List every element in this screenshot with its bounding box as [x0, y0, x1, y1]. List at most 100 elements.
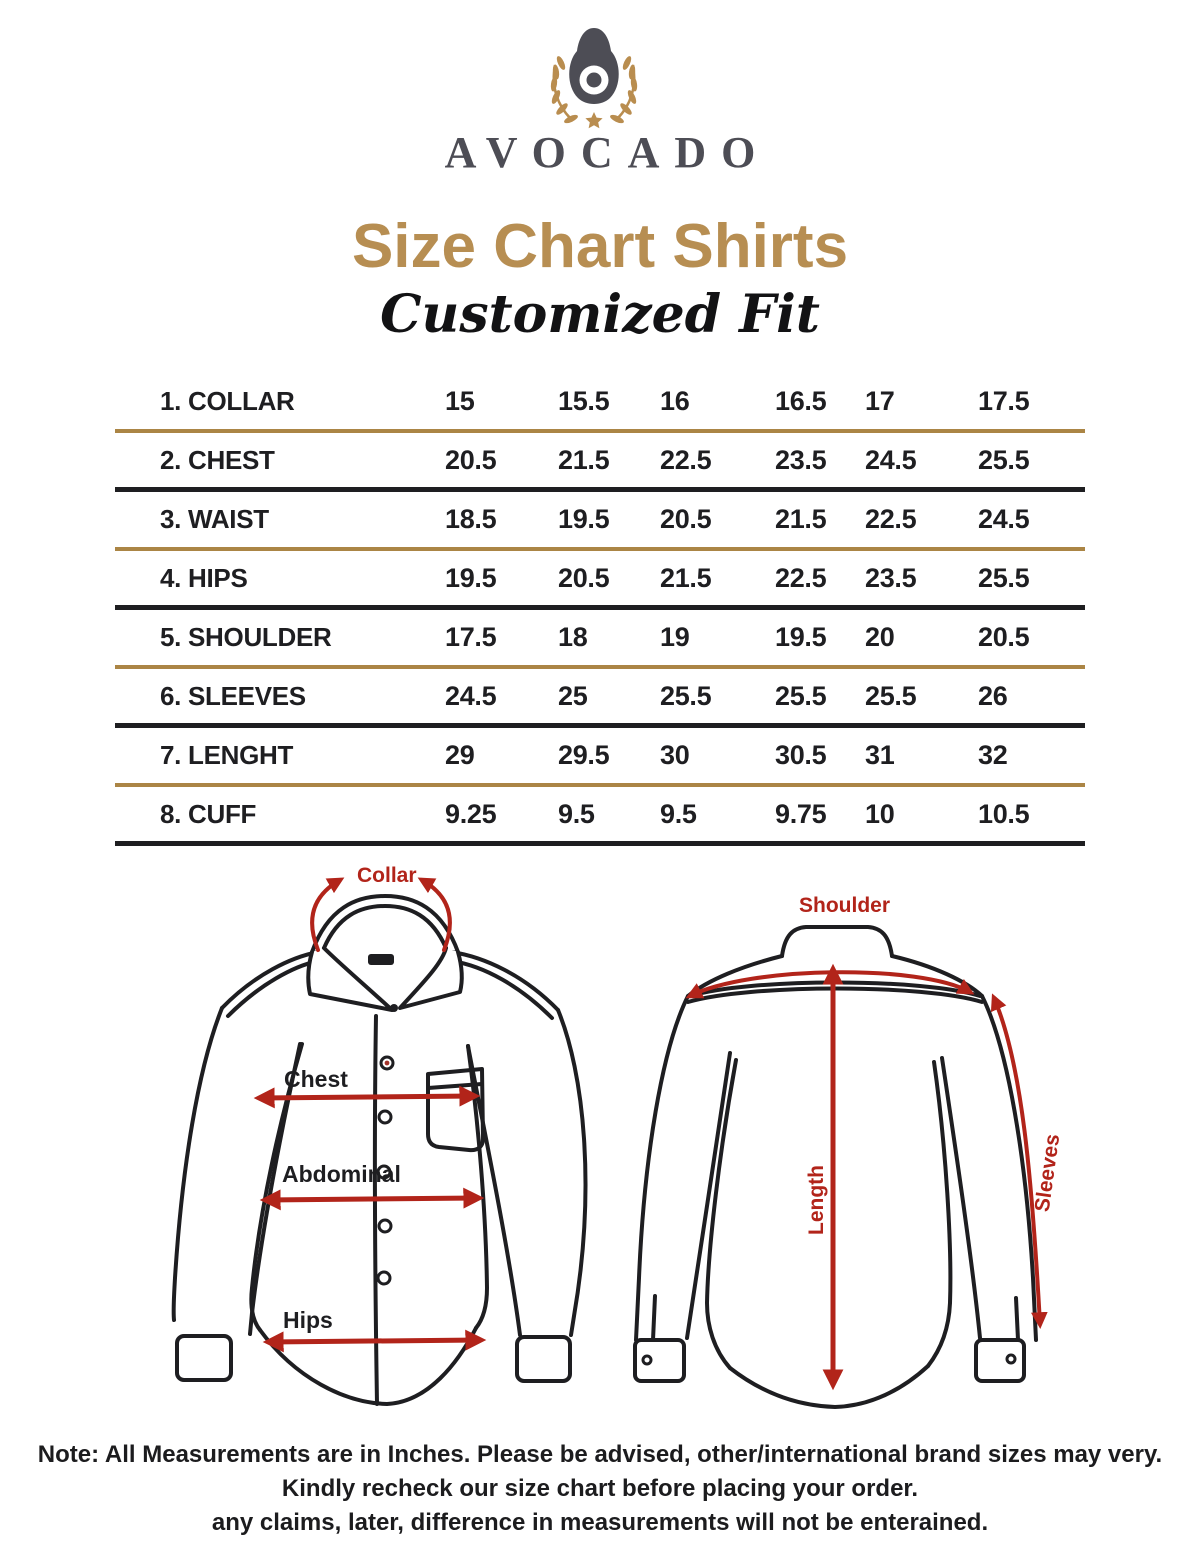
size-value: 17.5	[978, 386, 1030, 416]
sleeve-placket	[651, 1294, 657, 1342]
row-label: 3. WAIST	[160, 504, 269, 534]
button	[377, 1109, 393, 1125]
size-table: 1. COLLAR 15 15.5 16 16.5 17 17.5 2. CHE…	[115, 374, 1085, 846]
collar-arrow	[310, 877, 345, 952]
size-value: 9.75	[775, 798, 827, 829]
collar-label: Collar	[357, 864, 417, 887]
size-value: 25.5	[978, 444, 1030, 475]
length-label: Length	[805, 1165, 828, 1235]
size-value: 10.5	[978, 798, 1030, 829]
chest-label: Chest	[284, 1066, 348, 1092]
size-value: 16.5	[775, 386, 827, 416]
size-value: 16	[660, 386, 690, 416]
size-value: 24.5	[865, 444, 917, 475]
note-line: any claims, later, difference in measure…	[211, 1509, 989, 1536]
size-value: 19.5	[775, 622, 827, 652]
size-value: 30	[660, 740, 690, 770]
size-value: 29	[445, 740, 475, 770]
size-value: 20.5	[978, 622, 1030, 652]
table-row: 5. SHOULDER 17.5 18 19 19.5 20 20.5	[115, 610, 1085, 669]
placket	[372, 1014, 379, 1406]
collar-leaf	[398, 946, 464, 1010]
size-value: 19.5	[558, 504, 610, 534]
sleeve-outline	[556, 1008, 588, 1337]
cuff	[633, 1338, 686, 1383]
front-shirt-diagram	[171, 877, 588, 1406]
pocket	[426, 1067, 485, 1153]
shoulder-outline	[890, 954, 984, 998]
size-value: 24.5	[978, 504, 1030, 534]
hem	[258, 1326, 478, 1406]
size-value: 15.5	[558, 386, 610, 416]
collar-band	[322, 904, 448, 950]
page-title: Size Chart Shirts	[351, 212, 849, 281]
size-value: 21.5	[558, 444, 610, 475]
table-row: 2. CHEST 20.5 21.5 22.5 23.5 24.5 25.5	[115, 433, 1085, 492]
note-line: Note: All Measurements are in Inches. Pl…	[37, 1441, 1163, 1468]
chest-arrow	[253, 1085, 481, 1109]
size-value: 32	[978, 740, 1008, 770]
size-value: 18.5	[445, 504, 497, 534]
size-value: 19.5	[445, 562, 497, 593]
table-row: 3. WAIST 18.5 19.5 20.5 21.5 22.5 24.5	[115, 492, 1085, 551]
collar-label-tab	[368, 954, 394, 965]
laurel-wreath-icon	[550, 56, 638, 129]
table-row: 1. COLLAR 15 15.5 16 16.5 17 17.5	[115, 374, 1085, 433]
page-subtitle: Customized Fit	[380, 284, 820, 345]
row-label: 1. COLLAR	[160, 386, 295, 416]
size-value: 31	[865, 740, 895, 770]
row-label: 5. SHOULDER	[160, 622, 332, 652]
sleeve-outline	[634, 994, 690, 1342]
button	[376, 1270, 392, 1286]
size-value: 22.5	[660, 444, 712, 475]
row-label: 4. HIPS	[160, 562, 248, 593]
size-value: 21.5	[660, 562, 712, 593]
size-value: 18	[558, 622, 588, 652]
avocado-icon	[569, 28, 619, 104]
size-value: 30.5	[775, 740, 827, 770]
size-value: 29.5	[558, 740, 610, 770]
sleeve-placket	[1014, 1296, 1020, 1342]
collar-arrow	[417, 877, 452, 952]
size-value: 9.5	[558, 798, 595, 829]
cuff	[175, 1334, 233, 1382]
size-value: 22.5	[865, 504, 917, 534]
button	[379, 1055, 395, 1071]
button	[377, 1218, 393, 1234]
body-outline	[926, 1060, 953, 1368]
hips-label: Hips	[283, 1307, 333, 1333]
measurement-note: Note: All Measurements are in Inches. Pl…	[0, 1438, 1200, 1540]
cuff	[515, 1335, 572, 1383]
row-label: 8. CUFF	[160, 798, 257, 829]
hips-arrow	[262, 1329, 487, 1353]
size-value: 22.5	[775, 562, 827, 593]
collar-stand	[780, 925, 894, 958]
size-value: 20	[865, 622, 895, 652]
star-icon	[585, 112, 603, 129]
size-value: 25	[558, 680, 588, 711]
size-value: 17	[865, 386, 895, 416]
table-row: 7. LENGHT 29 29.5 30 30.5 31 32	[115, 728, 1085, 787]
size-value: 9.25	[445, 798, 497, 829]
collar	[310, 894, 460, 954]
abdominal-label: Abdominal	[282, 1161, 401, 1187]
collar-button	[390, 1004, 398, 1012]
avocado-logo-icon	[550, 28, 638, 129]
size-value: 19	[660, 622, 690, 652]
size-value: 23.5	[775, 444, 827, 475]
hem	[728, 1364, 930, 1409]
sleeves-arrow	[990, 993, 1048, 1330]
cuff-button	[641, 1354, 653, 1366]
sleeve-outline	[171, 1006, 224, 1322]
size-value: 25.5	[775, 680, 827, 711]
size-value: 10	[865, 798, 895, 829]
size-value: 20.5	[445, 444, 497, 475]
size-value: 25.5	[978, 562, 1030, 593]
size-value: 21.5	[775, 504, 827, 534]
abdominal-arrow	[259, 1187, 485, 1211]
cuff-button	[1005, 1353, 1017, 1365]
row-label: 6. SLEEVES	[160, 680, 306, 711]
brand-name: AVOCADO	[444, 128, 771, 177]
button	[376, 1164, 392, 1180]
size-value: 20.5	[660, 504, 712, 534]
